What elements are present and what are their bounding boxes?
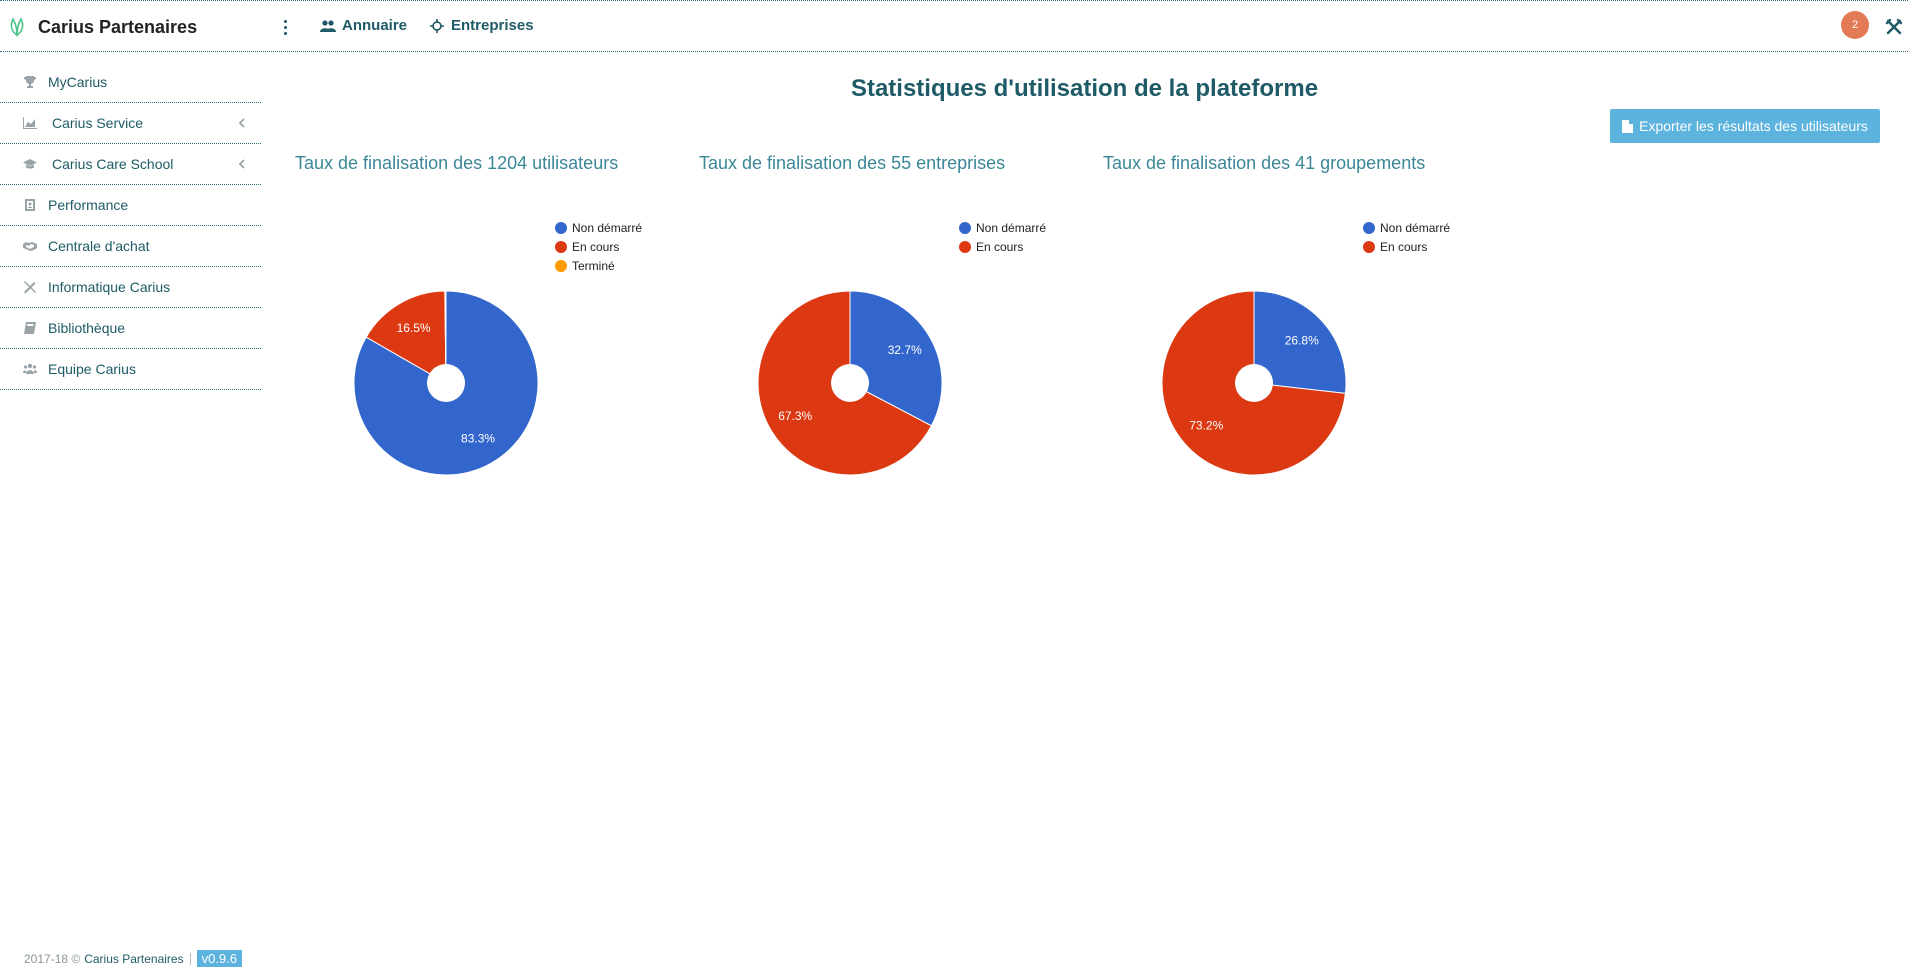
file-icon [1622, 119, 1634, 133]
legend-marker-termine [555, 260, 567, 272]
pie-chart-svg: 83.3% 16.5% Non démarré En cours Terminé [353, 221, 642, 476]
sidebar-item-informatique-carius[interactable]: Informatique Carius [0, 267, 261, 308]
more-menu-icon[interactable] [281, 17, 289, 37]
pie-slice-en-cours[interactable] [365, 290, 447, 384]
chart-title-utilisateurs: Taux de finalisation des 1204 utilisateu… [295, 153, 619, 173]
sidebar-item-carius-service[interactable]: Carius Service [0, 103, 261, 144]
pie-slice-non-demarre[interactable] [353, 290, 539, 476]
chevron-left-icon [238, 159, 245, 169]
legend-label-termine[interactable]: Terminé [572, 259, 615, 273]
pie-chart-utilisateurs: 83.3% 16.5% Non démarré En cours Terminé [290, 210, 670, 510]
sidebar-item-centrale-achat[interactable]: Centrale d'achat [0, 226, 261, 267]
legend-marker-non-demarre [1363, 222, 1375, 234]
page-title: Statistiques d'utilisation de la platefo… [850, 75, 1319, 102]
sidebar-item-equipe-carius[interactable]: Equipe Carius [0, 349, 261, 390]
sidebar-item-carius-care-school[interactable]: Carius Care School [0, 144, 261, 185]
legend-label-en-cours[interactable]: En cours [976, 240, 1023, 254]
leaf-logo-icon [10, 17, 24, 37]
trophy-icon [22, 75, 38, 89]
sidebar-item-label: Centrale d'achat [48, 238, 150, 254]
nav-entreprises[interactable]: Entreprises [429, 17, 534, 34]
top-nav: Annuaire Entreprises [320, 17, 534, 34]
team-icon [22, 362, 38, 376]
users-icon [320, 19, 336, 32]
version-badge: v0.9.6 [196, 950, 243, 967]
graduation-cap-icon [22, 157, 38, 171]
footer-divider [189, 952, 191, 965]
nav-annuaire-label: Annuaire [342, 17, 408, 34]
legend-marker-en-cours [1363, 241, 1375, 253]
sidebar-item-label: MyCarius [48, 74, 108, 90]
legend-marker-en-cours [555, 241, 567, 253]
sidebar-item-mycarius[interactable]: MyCarius [0, 62, 261, 103]
top-bar: Carius Partenaires Annuaire Entreprises … [0, 0, 1908, 52]
legend-marker-non-demarre [555, 222, 567, 234]
pie-slice-non-demarre[interactable] [1253, 290, 1347, 394]
sidebar-item-performance[interactable]: Performance [0, 185, 261, 226]
slice-label-en-cours: 67.3% [778, 409, 812, 423]
donut-hole [831, 364, 869, 402]
sidebar: MyCarius Carius Service Carius Care Scho… [0, 62, 261, 390]
nav-entreprises-label: Entreprises [451, 17, 534, 34]
footer-brand-link[interactable]: Carius Partenaires [84, 951, 184, 966]
area-chart-icon [22, 116, 38, 130]
pie-slice-termine[interactable] [444, 290, 447, 384]
sidebar-item-bibliotheque[interactable]: Bibliothèque [0, 308, 261, 349]
legend-marker-non-demarre [959, 222, 971, 234]
legend-label-en-cours[interactable]: En cours [572, 240, 619, 254]
slice-label-en-cours: 16.5% [397, 321, 431, 335]
slice-label-non-demarre: 83.3% [461, 431, 495, 445]
legend-label-non-demarre[interactable]: Non démarré [976, 221, 1046, 235]
tools-icon [22, 280, 38, 294]
legend-label-non-demarre[interactable]: Non démarré [572, 221, 642, 235]
pie-chart-groupements: 26.8% 73.2% Non démarré En cours [1098, 210, 1478, 510]
crosshair-icon [430, 18, 445, 33]
handshake-icon [22, 239, 38, 253]
legend-label-en-cours[interactable]: En cours [1380, 240, 1427, 254]
pie-chart-svg: 32.7% 67.3% Non démarré En cours [757, 221, 1046, 476]
chart-title-groupements: Taux de finalisation des 41 groupements [1103, 153, 1426, 173]
brand-name: Carius Partenaires [38, 16, 198, 37]
brand[interactable]: Carius Partenaires [8, 15, 197, 39]
sidebar-item-label: Performance [48, 197, 129, 213]
sidebar-item-label: Equipe Carius [48, 361, 136, 377]
donut-hole [1235, 364, 1273, 402]
slice-label-non-demarre: 32.7% [888, 343, 922, 357]
pie-chart-svg: 26.8% 73.2% Non démarré En cours [1161, 221, 1450, 476]
export-results-button[interactable]: Exporter les résultats des utilisateurs [1610, 109, 1880, 143]
chart-title-entreprises: Taux de finalisation des 55 entreprises [699, 153, 1006, 173]
footer: 2017-18 © Carius Partenaires v0.9.6 [24, 950, 243, 967]
slice-label-non-demarre: 26.8% [1285, 333, 1319, 347]
id-badge-icon [22, 198, 38, 212]
footer-years: 2017-18 © [24, 951, 81, 966]
legend-label-non-demarre[interactable]: Non démarré [1380, 221, 1450, 235]
donut-hole [427, 364, 465, 402]
legend-marker-en-cours [959, 241, 971, 253]
nav-annuaire[interactable]: Annuaire [320, 17, 407, 34]
book-icon [22, 321, 38, 335]
notification-badge[interactable]: 2 [1841, 11, 1869, 39]
pie-chart-entreprises: 32.7% 67.3% Non démarré En cours [694, 210, 1074, 510]
wrench-screwdriver-icon[interactable] [1885, 18, 1903, 36]
sidebar-item-label: Carius Service [52, 115, 144, 131]
chevron-left-icon [238, 118, 245, 128]
sidebar-item-label: Informatique Carius [48, 279, 171, 295]
pie-slice-non-demarre[interactable] [849, 290, 943, 427]
export-results-label: Exporter les résultats des utilisateurs [1639, 118, 1868, 134]
sidebar-item-label: Carius Care School [52, 156, 174, 172]
slice-label-en-cours: 73.2% [1189, 419, 1223, 433]
sidebar-item-label: Bibliothèque [48, 320, 126, 336]
